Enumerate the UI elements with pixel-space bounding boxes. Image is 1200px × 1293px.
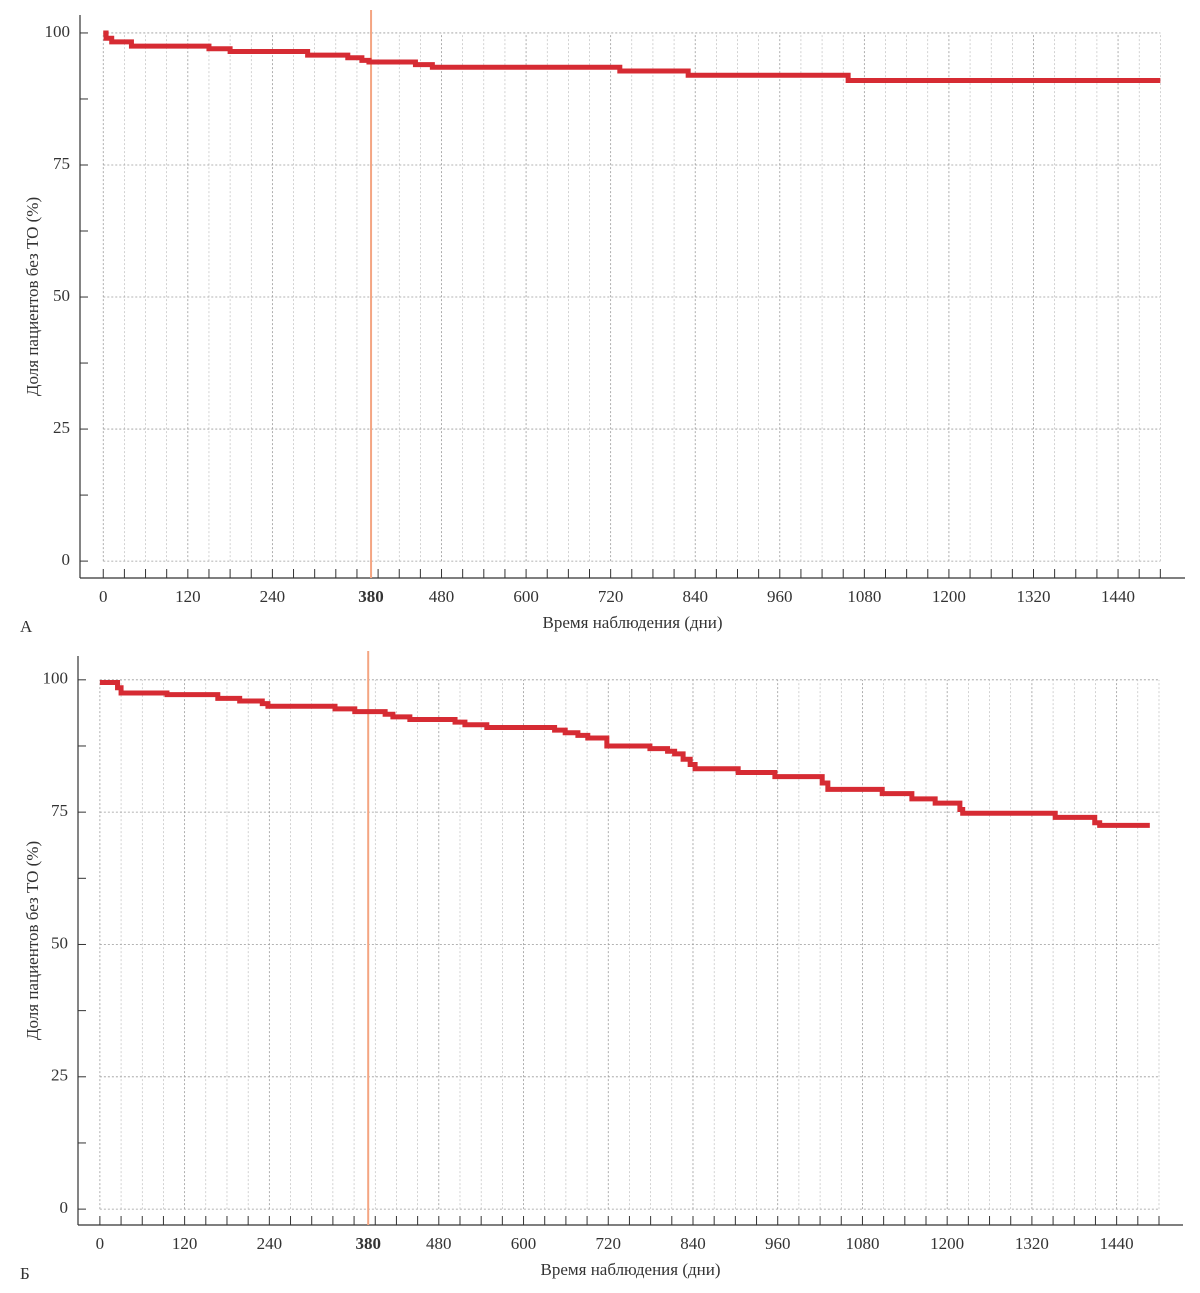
x-tick-label: 380 xyxy=(358,587,384,606)
x-tick-label: 600 xyxy=(513,587,539,606)
x-tick-label: 480 xyxy=(429,587,455,606)
x-tick-label: 1080 xyxy=(845,1234,879,1253)
x-tick-label: 1440 xyxy=(1100,1234,1134,1253)
x-tick-label: 1320 xyxy=(1015,1234,1049,1253)
y-tick-label: 0 xyxy=(60,1198,69,1217)
panel-label: А xyxy=(20,617,33,636)
x-tick-label: 1320 xyxy=(1016,587,1050,606)
x-tick-label: 240 xyxy=(260,587,286,606)
y-axis-title: Доля пациентов без ТО (%) xyxy=(23,841,42,1040)
x-tick-label: 0 xyxy=(96,1234,105,1253)
y-axis-title: Доля пациентов без ТО (%) xyxy=(23,197,42,396)
y-tick-label: 50 xyxy=(53,286,70,305)
x-tick-label: 1200 xyxy=(930,1234,964,1253)
x-tick-label: 1200 xyxy=(932,587,966,606)
x-tick-label: 840 xyxy=(682,587,708,606)
x-tick-label: 720 xyxy=(598,587,624,606)
y-tick-label: 75 xyxy=(53,154,70,173)
x-tick-label: 1440 xyxy=(1101,587,1135,606)
x-tick-label: 960 xyxy=(767,587,793,606)
survival-curve xyxy=(99,679,1150,828)
y-tick-label: 25 xyxy=(53,418,70,437)
x-tick-label: 720 xyxy=(596,1234,622,1253)
y-tick-label: 0 xyxy=(62,550,71,569)
x-axis-title: Время наблюдения (дни) xyxy=(542,613,722,632)
survival-curve xyxy=(103,30,1161,83)
y-tick-label: 100 xyxy=(45,22,71,41)
x-tick-label: 840 xyxy=(680,1234,706,1253)
y-tick-label: 25 xyxy=(51,1066,68,1085)
y-tick-label: 50 xyxy=(51,933,68,952)
panel-label: Б xyxy=(20,1264,30,1283)
x-tick-label: 380 xyxy=(355,1234,381,1253)
x-tick-label: 480 xyxy=(426,1234,452,1253)
x-tick-label: 120 xyxy=(172,1234,198,1253)
x-tick-label: 240 xyxy=(257,1234,283,1253)
x-axis-title: Время наблюдения (дни) xyxy=(540,1260,720,1279)
x-tick-label: 0 xyxy=(99,587,108,606)
x-tick-label: 120 xyxy=(175,587,201,606)
x-tick-label: 960 xyxy=(765,1234,791,1253)
x-tick-label: 600 xyxy=(511,1234,537,1253)
x-tick-label: 1080 xyxy=(847,587,881,606)
y-tick-label: 100 xyxy=(43,669,69,688)
y-tick-label: 75 xyxy=(51,801,68,820)
